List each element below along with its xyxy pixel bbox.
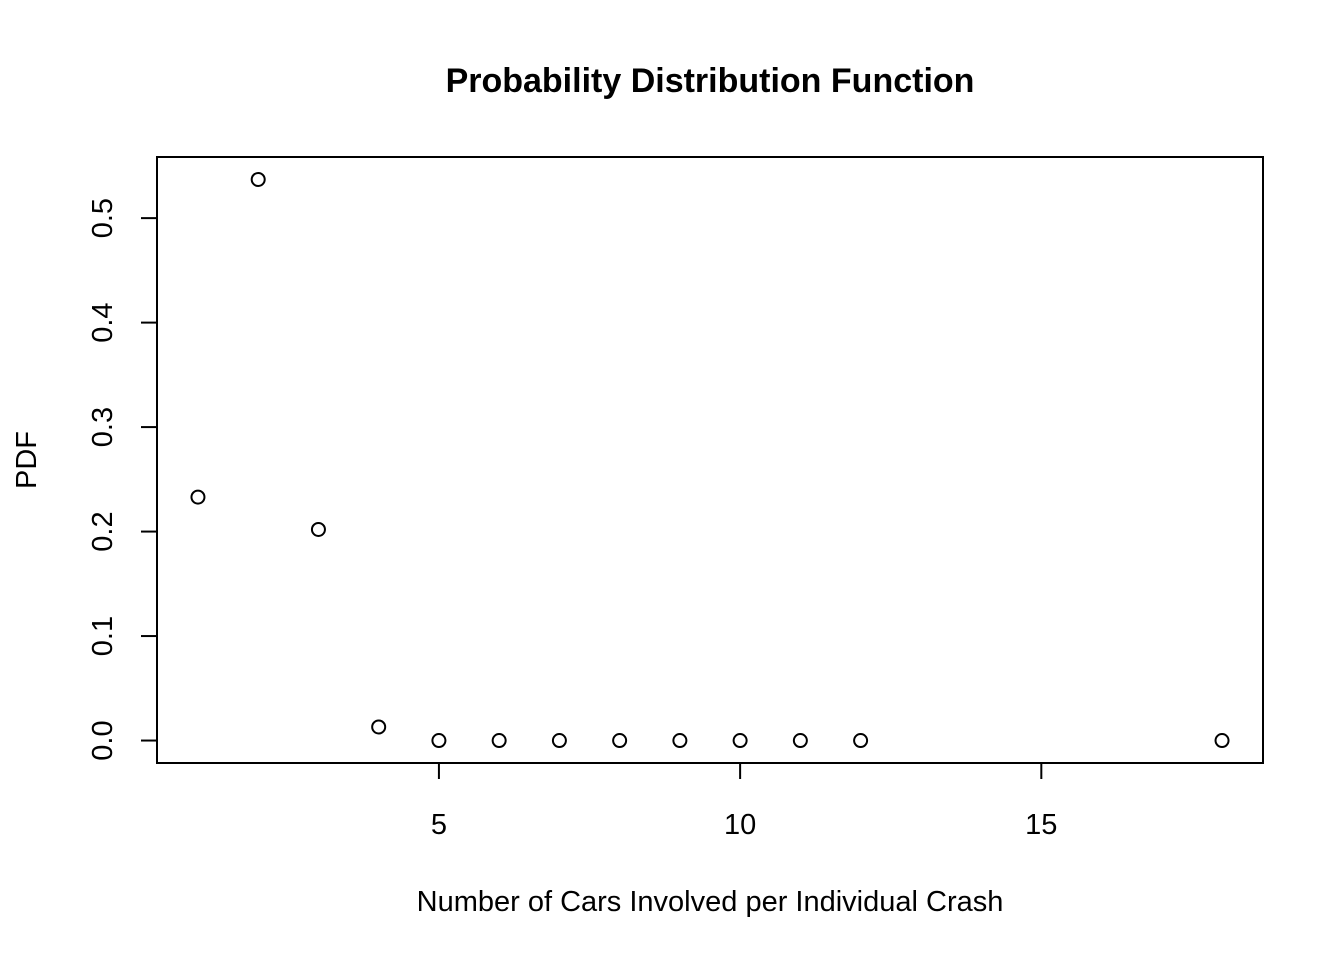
chart-title: Probability Distribution Function	[446, 62, 975, 100]
data-point	[551, 733, 567, 749]
plot-frame	[156, 156, 1264, 764]
y-tick-label: 0.3	[87, 407, 119, 447]
data-points	[190, 171, 1230, 749]
data-point	[190, 489, 206, 505]
data-point	[1214, 733, 1230, 749]
data-point	[792, 733, 808, 749]
data-point	[491, 733, 507, 749]
data-point	[310, 521, 326, 537]
data-point	[250, 171, 266, 187]
x-tick-label: 5	[431, 809, 447, 841]
y-axis-label: PDF	[11, 431, 43, 489]
y-axis: 0.0 0.1 0.2 0.3 0.4 0.5	[87, 198, 158, 761]
y-tick-label: 0.2	[87, 511, 119, 551]
data-point	[853, 733, 869, 749]
y-tick-label: 0.0	[87, 720, 119, 760]
x-axis: 5 10 15	[431, 762, 1057, 841]
data-point	[371, 719, 387, 735]
x-axis-label: Number of Cars Involved per Individual C…	[417, 886, 1004, 918]
y-tick-label: 0.5	[87, 198, 119, 238]
data-point	[431, 733, 447, 749]
x-tick-label: 10	[724, 809, 756, 841]
y-tick-label: 0.4	[87, 302, 119, 342]
y-tick-label: 0.1	[87, 616, 119, 656]
data-point	[612, 733, 628, 749]
data-point	[732, 733, 748, 749]
data-point	[672, 733, 688, 749]
x-tick-label: 15	[1025, 809, 1057, 841]
